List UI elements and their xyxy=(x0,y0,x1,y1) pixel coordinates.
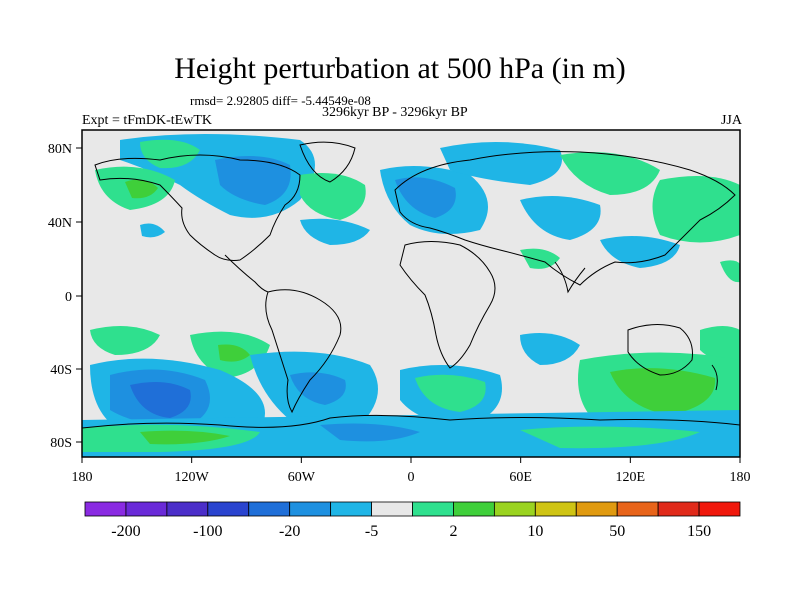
anomaly-region xyxy=(320,423,420,442)
coastlines xyxy=(82,141,740,429)
colorbar-swatch xyxy=(330,501,372,517)
colorbar-label: 50 xyxy=(609,523,625,540)
x-tick-label: 180 xyxy=(730,470,751,485)
season-label: JJA xyxy=(720,113,742,128)
coastline-greenland xyxy=(299,141,356,183)
anomaly-region xyxy=(90,326,160,355)
colorbar-swatch xyxy=(575,501,618,517)
x-tick-label: 120E xyxy=(616,470,646,485)
axis-labels: 80N 40N 0 40S 80S 180 120W 60W 0 60E 120E 180 xyxy=(48,142,751,485)
anomaly-region xyxy=(520,426,700,449)
anomaly-region xyxy=(610,368,716,415)
anomaly-region xyxy=(520,332,580,365)
x-tick-label: 60E xyxy=(509,470,532,485)
colorbar-swatch xyxy=(125,501,168,517)
x-tick-label: 120W xyxy=(175,470,210,485)
anomaly-region xyxy=(140,223,165,238)
colorbar-swatch xyxy=(493,501,536,517)
colorbar-swatch xyxy=(84,501,127,517)
colorbar-swatch xyxy=(534,501,577,517)
colorbar-swatch xyxy=(453,501,495,517)
y-tick-label: 40N xyxy=(48,216,72,231)
anomaly-region xyxy=(218,344,250,362)
anomaly-region xyxy=(520,196,601,240)
colorbar-label: -200 xyxy=(111,523,140,540)
colorbar-labels: -200 -100 -20 -5 2 10 50 150 xyxy=(111,523,711,540)
anomaly-region xyxy=(520,248,560,269)
anomaly-region xyxy=(652,176,740,243)
anomaly-region xyxy=(130,381,191,418)
colorbar-swatch xyxy=(289,501,332,517)
axis-ticks xyxy=(76,147,741,463)
colorbar-swatch xyxy=(698,501,741,517)
anomaly-region xyxy=(300,172,366,220)
experiment-label: Expt = tFmDK-tEwTK xyxy=(82,113,212,128)
colorbar-label: 2 xyxy=(449,523,457,540)
colorbar-swatch xyxy=(248,501,291,517)
colorbar-swatch xyxy=(166,501,209,517)
coastline-south-america xyxy=(265,289,342,414)
x-tick-label: 180 xyxy=(72,470,93,485)
coastline-new-zealand xyxy=(711,364,718,391)
coastline-north-america xyxy=(94,154,301,261)
x-tick-label: 60W xyxy=(288,470,316,485)
anomaly-region xyxy=(415,374,486,412)
anomaly-region xyxy=(215,156,291,205)
colorbar-swatch xyxy=(657,501,700,517)
colorbar-label: -100 xyxy=(193,523,222,540)
colorbar-label: -5 xyxy=(365,523,378,540)
y-tick-label: 0 xyxy=(65,290,72,305)
anomaly-region xyxy=(140,139,200,169)
anomaly-region xyxy=(700,326,740,362)
colorbar-swatch xyxy=(371,501,413,517)
coastline-africa xyxy=(399,241,496,369)
colorbar xyxy=(84,501,741,517)
colorbar-label: 10 xyxy=(527,523,543,540)
y-tick-label: 80S xyxy=(50,436,72,451)
colorbar-swatch xyxy=(207,501,250,517)
anomaly-region xyxy=(395,177,456,218)
coastline-antarctica xyxy=(82,414,740,429)
y-tick-label: 80N xyxy=(48,142,72,157)
colorbar-label: -20 xyxy=(279,523,300,540)
y-tick-label: 40S xyxy=(50,363,72,378)
coastline-eurasia xyxy=(394,151,736,286)
colorbar-swatch xyxy=(616,501,659,517)
anomaly-region xyxy=(140,430,230,445)
anomaly-region xyxy=(600,236,680,268)
x-tick-label: 0 xyxy=(408,470,415,485)
coastline-india xyxy=(554,261,586,294)
anomaly-region xyxy=(300,218,370,245)
anomaly-region xyxy=(290,372,346,405)
anomaly-region xyxy=(560,152,660,195)
map-title: Height perturbation at 500 hPa (in m) xyxy=(174,52,626,85)
stats-label: rmsd= 2.92805 diff= -5.44549e-08 xyxy=(190,93,371,108)
perturbation-field xyxy=(82,134,740,457)
anomaly-region xyxy=(125,179,158,199)
period-label: 3296kyr BP - 3296kyr BP xyxy=(322,105,468,120)
anomaly-region xyxy=(720,260,740,283)
colorbar-swatch xyxy=(412,501,454,517)
colorbar-label: 150 xyxy=(687,523,711,540)
coastline-australia xyxy=(627,324,693,376)
coastline-central-america xyxy=(224,254,269,293)
